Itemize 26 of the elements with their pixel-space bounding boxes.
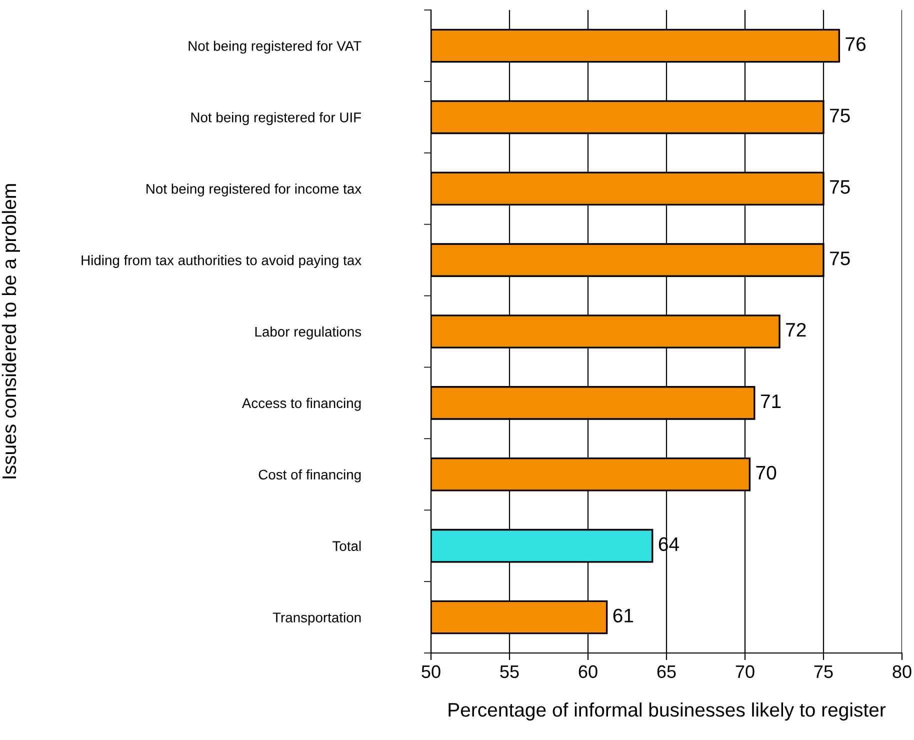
y-tick-label: Labor regulations: [255, 326, 362, 340]
y-tick-label: Transportation: [272, 612, 361, 626]
y-tick-label: Cost of financing: [258, 469, 361, 482]
data-label: 61: [613, 608, 634, 622]
x-tick-label: 60: [578, 665, 598, 678]
x-tick-label: 80: [892, 665, 912, 678]
data-label: 75: [830, 180, 850, 194]
data-label: 70: [756, 466, 776, 480]
y-axis-title: Issues considered to be a problem: [2, 184, 20, 478]
x-tick-label: 50: [422, 665, 440, 678]
data-label: 75: [830, 252, 850, 266]
x-tick-label: 55: [500, 665, 519, 678]
y-tick-label: Access to financing: [242, 398, 361, 411]
x-tick-label: 70: [736, 665, 754, 678]
y-tick-label: Total: [332, 540, 361, 552]
y-tick-label: Hiding from tax authorities to avoid paying tax: [82, 255, 362, 268]
y-tick-label: Not being registered for UIF: [191, 112, 362, 126]
data-label: 76: [846, 37, 866, 51]
data-label: 72: [786, 322, 806, 337]
data-label: 71: [760, 394, 781, 408]
x-axis-title: Percentage of informal businesses likely to register: [448, 702, 886, 721]
x-tick-label: 65: [657, 665, 676, 678]
data-label: 75: [830, 108, 850, 122]
y-tick-label: Not being registered for VAT: [188, 40, 362, 54]
x-tick-label: 75: [814, 665, 833, 678]
y-tick-label: Not being registered for income tax: [146, 184, 362, 197]
